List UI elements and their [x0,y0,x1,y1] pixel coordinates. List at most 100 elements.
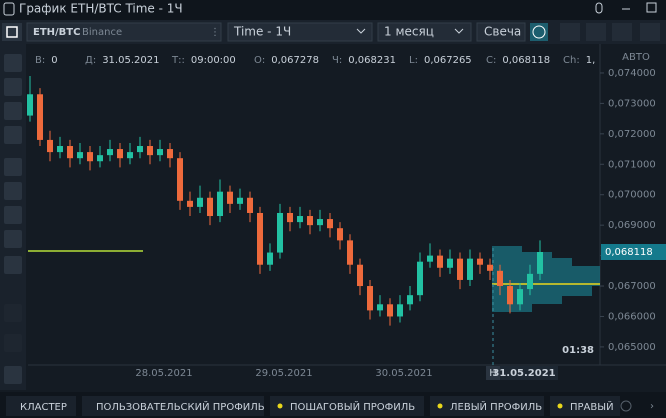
settings-icon[interactable] [620,400,632,412]
info-label: О: [254,55,265,66]
dropdown-arrow [454,28,464,34]
candle-body [427,255,433,262]
info-value: 09:00:00 [191,55,236,66]
y-tick-label: 0,072000 [608,129,656,140]
info-item: L: 0,067265 [409,55,472,66]
icon [532,25,546,39]
x-tick-label: 28.05.2021 [135,368,192,379]
y-tick-label: 0,066000 [608,311,656,322]
tool-button[interactable] [4,126,22,144]
tool-button[interactable] [4,54,22,72]
title-bar [0,0,666,20]
icon [6,26,18,38]
info-item: Ч: 0,068231 [332,55,396,66]
menu-button[interactable] [4,366,22,384]
candle-body [507,286,513,305]
candle-body [287,212,293,223]
info-value: 31.05.2021 [102,55,159,66]
info-item: Д: 31.05.2021 [85,55,159,66]
timeframe-select[interactable] [227,22,373,42]
candlestick-chart: 0,074000 0,073000 0,072000 0,071000 0,070000… [27,68,666,380]
volume-profile [492,246,600,312]
tool-buttons [4,54,22,384]
icon-button[interactable] [560,23,580,41]
tool-button[interactable] [4,304,22,322]
info-label: С: [486,55,496,66]
info-item: С: 0,068118 [486,55,550,66]
tab[interactable] [6,396,76,416]
info-label: Т:: [171,55,185,66]
candle-body [537,252,543,274]
tab-indicator [437,403,443,409]
candle-body [197,197,203,207]
info-value: 0,068231 [348,55,396,66]
panel-toggle[interactable] [2,23,22,41]
maximize-button[interactable] [646,2,657,13]
candle-body [397,304,403,317]
tool-button[interactable] [4,182,22,200]
last-price-label: 0,068118 [605,247,653,258]
crosshair-label: Н [489,368,497,379]
profile-bar [492,286,592,296]
icon-button[interactable] [586,23,606,41]
tab[interactable] [270,396,424,416]
tab[interactable] [550,396,620,416]
candle-body [227,191,233,204]
tool-button[interactable] [4,334,22,352]
candle-body [407,295,413,305]
app-icon [3,2,15,16]
scroll-arrow[interactable]: › [650,401,654,412]
tool-button[interactable] [4,256,22,274]
profile-bar [492,276,600,286]
info-value: 0,068118 [502,55,550,66]
date-highlight [490,366,558,380]
period-select[interactable] [377,22,472,42]
tab[interactable] [430,396,544,416]
scale-mode[interactable]: АВТО [622,52,650,63]
candle-body [327,219,333,229]
tab[interactable] [82,396,264,416]
candle-body [497,270,503,287]
candle-body [127,152,133,159]
icon-button[interactable] [612,23,632,41]
candle-body [67,146,73,159]
tool-button[interactable] [4,206,22,224]
tool-button[interactable] [4,78,22,96]
last-price-box [601,244,666,261]
candle-body [527,273,533,290]
tool-button[interactable] [4,102,22,120]
info-label: Ch: [563,55,580,66]
chart-type-button[interactable] [476,22,526,42]
tab-indicator [277,403,283,409]
icon-button[interactable] [595,2,603,14]
profile-bar [492,252,552,258]
candle-body [347,240,353,265]
info-label: В: [35,55,45,66]
candle-body [387,304,393,317]
profile-bar [492,266,600,276]
tool-button[interactable] [4,230,22,248]
candle-body [307,216,313,226]
y-tick-label: 0,070000 [608,190,656,201]
candle-body [267,252,273,265]
candle-body [277,212,283,253]
x-tick-label: 31.05.2021 [492,368,555,379]
info-bar: В: 0 Д: 31.05.2021 Т:: 09:00:00 О: 0,067278 Ч: 0,… [35,55,595,66]
info-item: Ch: 1, [563,55,595,66]
icon-button[interactable] [640,23,660,41]
info-item: О: 0,067278 [254,55,319,66]
candle-body [157,149,163,156]
candle-body [477,258,483,265]
symbol-select[interactable] [26,22,222,42]
candle-body [377,304,383,311]
exchange: Binance [82,27,122,38]
tool-button[interactable] [4,158,22,176]
tab-indicator [557,403,563,409]
y-tick-label: 0,069000 [608,220,656,231]
info-value: 0,067278 [271,55,319,66]
candle-body [37,94,43,140]
timer: 01:38 [562,345,594,356]
profile-bar [492,246,522,252]
